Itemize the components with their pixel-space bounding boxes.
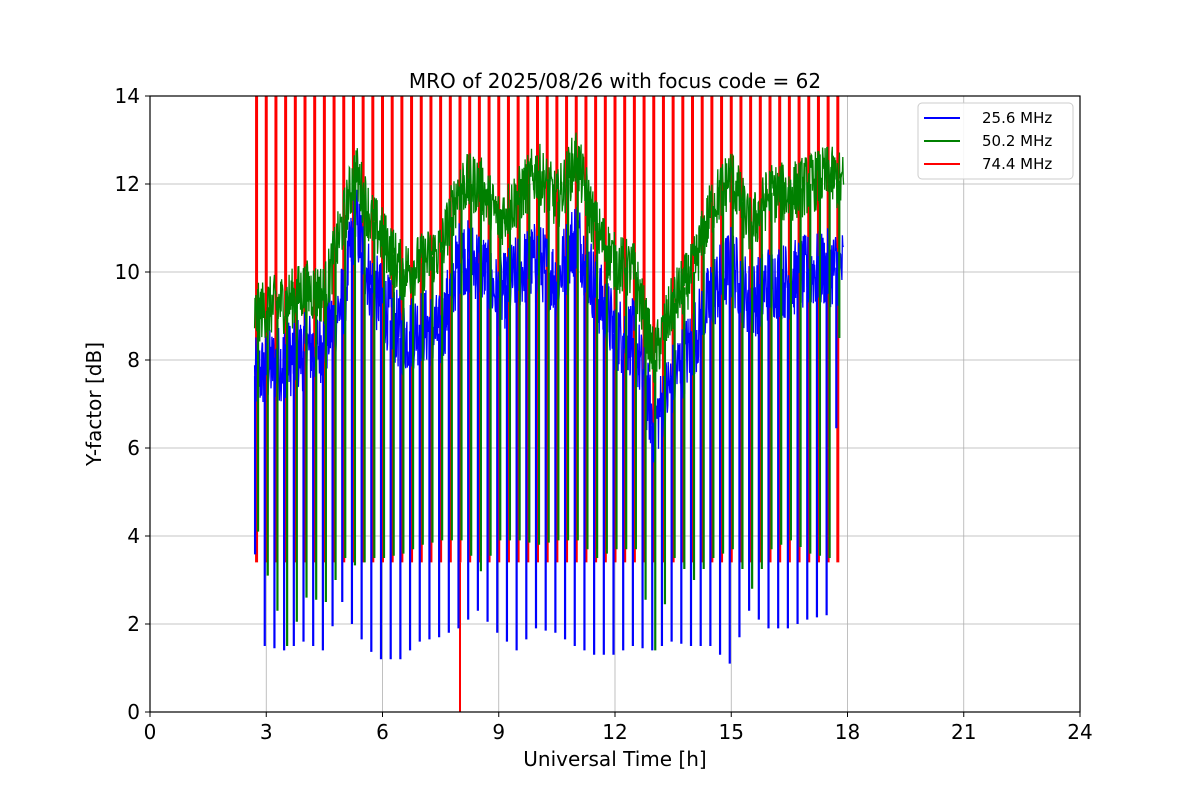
series-50mhz-line <box>253 132 845 384</box>
x-tick-label: 21 <box>951 720 976 744</box>
y-tick-label: 12 <box>115 172 140 196</box>
y-tick-label: 10 <box>115 260 140 284</box>
y-tick-label: 6 <box>127 436 140 460</box>
x-tick-label: 15 <box>719 720 744 744</box>
legend-box <box>917 102 1074 180</box>
x-tick-label: 12 <box>602 720 627 744</box>
chart-title: MRO of 2025/08/26 with focus code = 62 <box>409 69 821 93</box>
legend-label: 25.6 MHz <box>982 109 1052 127</box>
x-tick-label: 0 <box>144 720 157 744</box>
series-layer <box>253 96 845 712</box>
x-axis-label: Universal Time [h] <box>523 747 706 771</box>
y-tick-label: 14 <box>115 84 140 108</box>
y-tick-label: 8 <box>127 348 140 372</box>
x-tick-label: 24 <box>1067 720 1092 744</box>
legend: 25.6 MHz 50.2 MHz 74.4 MHz <box>917 102 1074 180</box>
y-tick-label: 4 <box>127 524 140 548</box>
x-tick-label: 3 <box>260 720 273 744</box>
x-tick-label: 6 <box>376 720 389 744</box>
x-tick-label: 9 <box>492 720 505 744</box>
y-tick-label: 2 <box>127 612 140 636</box>
legend-label: 74.4 MHz <box>982 155 1052 173</box>
legend-label: 50.2 MHz <box>982 132 1052 150</box>
x-tick-label: 18 <box>835 720 860 744</box>
y-tick-label: 0 <box>127 700 140 724</box>
y-axis-label: Y-factor [dB] <box>82 342 106 467</box>
